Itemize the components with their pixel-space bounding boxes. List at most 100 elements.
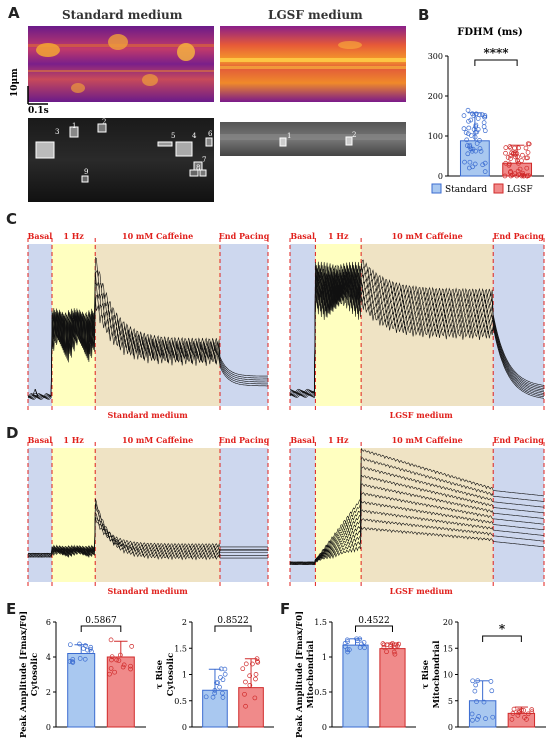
roi-label: 3 [55,128,60,136]
col-title-lgsf: LGSF medium [268,8,363,22]
legend-swatch [431,183,442,194]
calcium-trace [289,518,545,565]
y-tick-label: 4 [46,653,51,662]
phase-background [315,448,362,582]
y-axis-label: τ Rise [155,659,165,689]
roi-label: 4 [192,132,197,140]
data-point [114,657,119,663]
data-point [212,690,218,696]
data-point [128,663,133,669]
data-point [515,168,521,174]
legend-label: LGSF [507,185,533,195]
significance-bracket [214,625,252,632]
data-point [70,660,76,665]
data-point [461,126,467,131]
data-point [488,679,494,684]
panel-label-a: A [8,4,20,22]
significance-label: **** [483,46,509,60]
panel-label-c: C [6,210,18,228]
bar-lgsf [106,656,135,728]
data-point [381,642,387,648]
data-point [510,172,515,178]
data-point [503,145,509,150]
data-point [511,706,517,712]
data-point [523,145,529,151]
data-point [482,160,488,166]
data-point [218,675,223,680]
significance-label: 0.4522 [358,616,390,626]
roi-label: 7 [202,156,207,164]
bar-standard [67,653,96,728]
kymograph-standard [28,26,214,102]
calcium-trace [27,512,268,558]
scale-bar [27,86,48,105]
data-point [505,155,511,160]
phase-background [290,448,316,582]
data-point [482,169,488,174]
data-point [470,717,475,723]
y-tick-label: 10 [443,671,453,680]
data-point [516,710,522,716]
data-point [470,678,476,684]
calcium-trace [289,263,545,394]
data-point [359,641,364,647]
y-tick-label: 100 [428,132,443,141]
y-tick-label: 5 [448,697,453,706]
y-tick-label: 1.5 [314,618,327,627]
data-point [529,707,535,712]
data-point [347,647,352,652]
data-point [478,148,484,154]
phase-background [28,448,52,582]
kymograph-lgsf [220,26,406,102]
data-point [503,150,508,156]
medium-caption: LGSF medium [390,410,454,420]
data-point [354,636,359,642]
data-point [392,644,398,650]
phase-label: Basal [290,435,315,445]
chart-tau-mitochondrial: 0 5 10 15 20 * τ Rise Mitochondrial [421,618,546,732]
phase-label: 10 mM Caffeine [392,231,463,241]
data-point [465,143,470,148]
calcium-trace [289,483,545,565]
bar-standard [342,644,369,728]
calcium-trace [289,492,545,565]
phase-label: 1 Hz [328,231,349,241]
y-tick-label: 6 [46,618,51,627]
data-point [474,716,480,722]
data-point [474,699,479,704]
data-point [515,713,521,718]
panel-label-d: D [6,424,19,442]
data-point [243,661,249,667]
roi-label: 2 [352,131,357,139]
phase-label: Basal [28,435,53,445]
medium-caption: Standard medium [107,586,188,596]
roi-label: 1 [287,132,292,140]
data-point [252,695,258,701]
phase-background [28,244,52,406]
significance-bracket [355,625,393,632]
data-point [85,647,90,653]
bar-standard [468,700,497,728]
phase-background [52,448,96,582]
data-point [529,709,535,715]
phase-label: End Pacing [219,435,270,445]
phase-label: 10 mM Caffeine [392,435,463,445]
data-point [473,122,479,128]
data-point [392,651,398,657]
data-point [82,656,88,662]
data-point [472,688,478,694]
calcium-trace [289,274,545,396]
data-point [362,645,367,651]
data-point [525,173,530,179]
data-point [512,171,518,177]
trace-panel-d: Basal 1 Hz 10 mM Caffeine End Pacing Standar… [27,435,545,596]
data-point [470,164,475,170]
phase-label: 1 Hz [63,435,84,445]
data-point [525,150,531,155]
data-point [482,128,488,134]
data-point [222,666,228,672]
data-point [507,144,513,149]
data-point [469,711,475,717]
data-point [212,688,218,693]
phase-label: End Pacing [219,231,270,241]
